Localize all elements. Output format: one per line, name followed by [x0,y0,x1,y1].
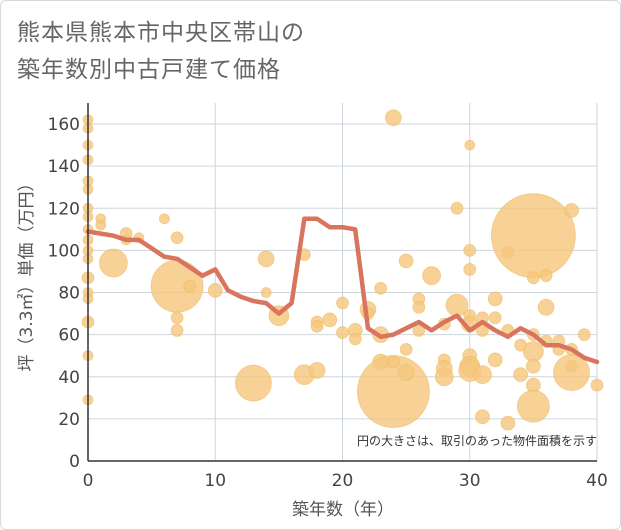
bubble-40 [322,312,338,328]
chart-title-line-1: 熊本県熊本市中央区帯山の [17,20,305,46]
bubble-87 [526,271,540,285]
bubble-54 [399,342,413,356]
y-tick-80: 80 [58,284,80,304]
axes [87,103,597,462]
x-tick-30: 30 [459,471,481,491]
bubble-98 [564,202,579,218]
bubble-78 [487,291,503,307]
bubble-85 [513,367,529,383]
bubble-83 [500,415,516,431]
bubble-80 [487,352,503,368]
y-tick-60: 60 [58,326,80,346]
bubble-59 [422,266,441,286]
bubble-44 [348,332,362,346]
bubble-94 [537,298,555,316]
bubble-24 [158,213,170,225]
bubble-42 [336,326,349,339]
x-tick-40: 40 [586,471,608,491]
x-tick-10: 10 [204,471,226,491]
bubble-30 [207,283,223,298]
bubble-55 [397,364,415,381]
bubble-76 [473,365,492,385]
x-tick-0: 0 [83,471,94,491]
bubble-31 [235,364,272,402]
bubble-92 [516,389,550,423]
bubble-32 [257,250,275,268]
bubble-57 [412,300,426,314]
bubble-53 [398,253,414,269]
bubble-20 [99,248,128,278]
bubble-size-note: 円の大きさは、取引のあった物件面積を示す [357,433,597,448]
bubble-101 [553,354,590,391]
bubble-27 [170,311,184,325]
bubble-102 [577,328,591,342]
bubble-47 [374,281,388,295]
bubble-41 [336,296,349,310]
y-tick-100: 100 [48,241,80,261]
bubble-28 [170,324,184,337]
y-tick-140: 140 [48,157,80,177]
bubble-layer [81,109,604,431]
y-tick-40: 40 [58,368,80,388]
bubble-33 [260,287,272,298]
bubble-93 [539,269,553,283]
bubble-67 [463,244,477,257]
x-axis-label: 築年数（年） [292,500,394,520]
y-tick-0: 0 [69,452,80,472]
bubble-66 [464,139,476,151]
x-tick-20: 20 [332,471,354,491]
bubble-19 [95,219,107,231]
grid-lines [88,103,598,461]
y-tick-20: 20 [58,410,80,430]
bubble-86 [490,193,576,279]
bubble-25 [170,231,184,245]
bubble-29 [183,279,197,293]
chart-title-line-2: 築年数別中古戸建て価格 [17,57,281,83]
bubble-77 [475,409,490,425]
y-axis-label: 坪（3.3㎡）単価（万円） [17,174,37,371]
bubble-50 [384,109,402,127]
x-tick-labels: 0 10 20 30 40 [83,471,608,491]
bubble-64 [450,201,464,215]
bubble-52 [386,355,400,369]
y-tick-160: 160 [48,115,80,135]
trend-line [85,216,600,365]
bubble-103 [590,378,604,392]
bubble-39 [308,362,326,379]
bubble-79 [488,311,502,325]
bubble-38 [310,319,324,333]
bubble-90 [525,358,541,374]
bubble-68 [463,262,477,276]
bubble-63 [434,367,454,387]
y-tick-120: 120 [48,199,80,219]
bubble-89 [522,341,544,362]
chart-title: 熊本県熊本市中央区帯山の 築年数別中古戸建て価格 [17,15,305,89]
y-tick-labels: 0 20 40 60 80 100 120 140 160 [48,115,80,472]
